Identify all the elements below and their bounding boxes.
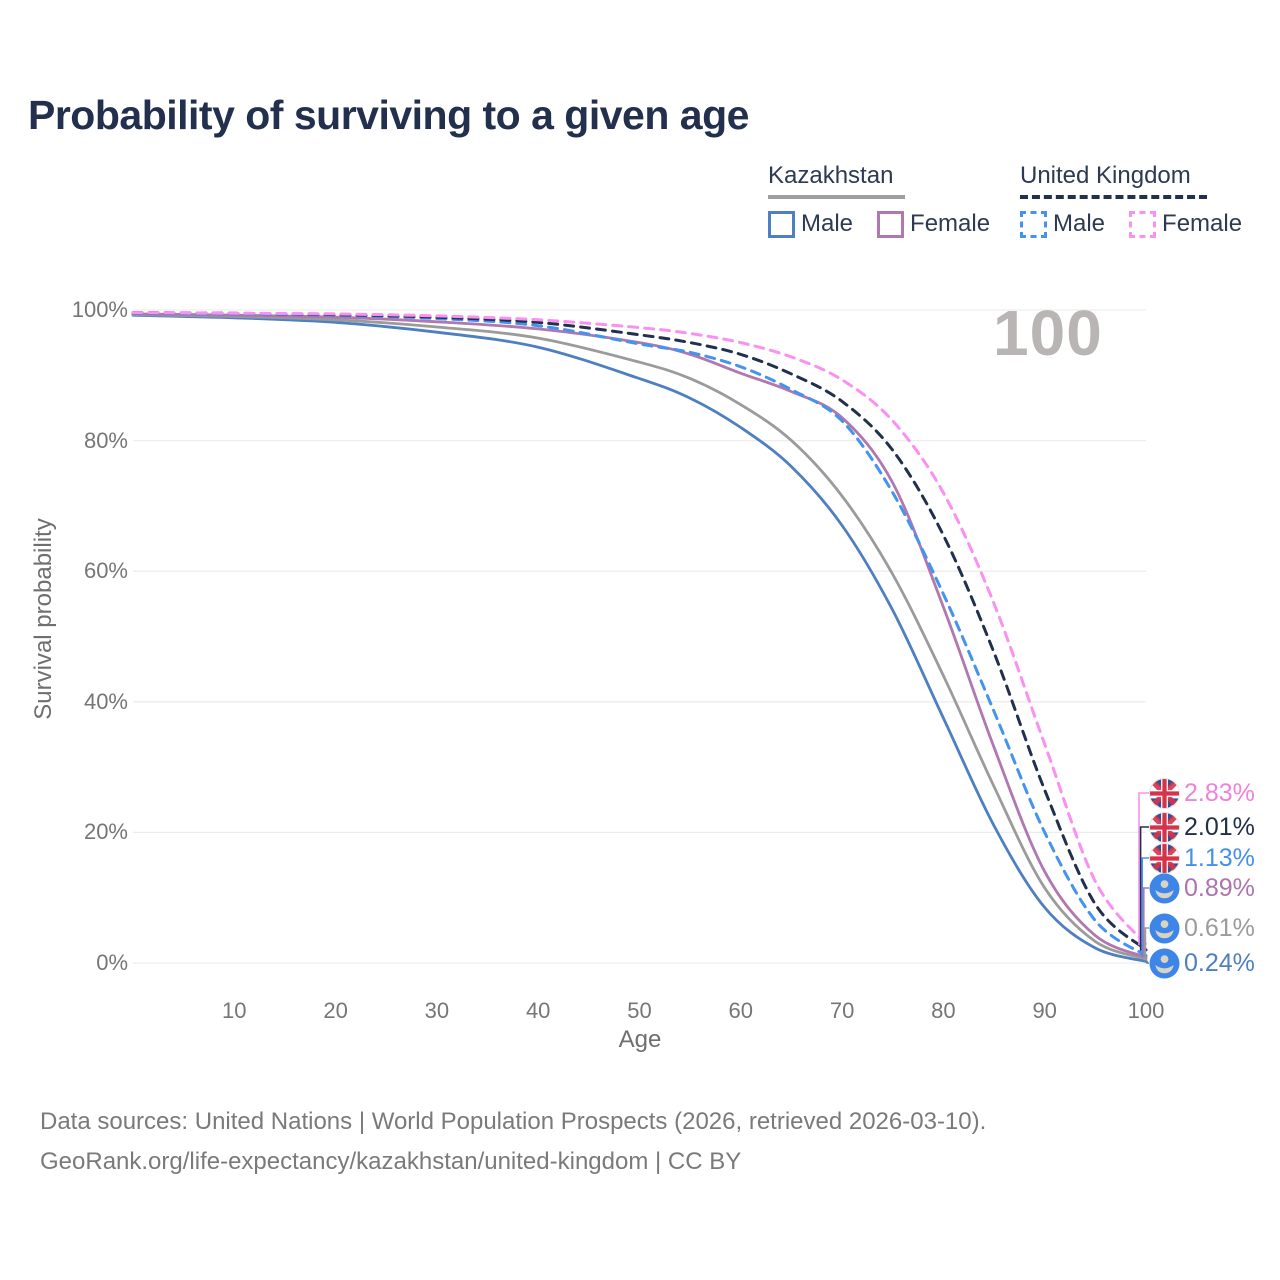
end-label-kz-male[interactable]: 0.24% <box>1149 947 1255 979</box>
legend-swatch-uk-male-icon[interactable] <box>1020 210 1047 238</box>
uk-flag-icon <box>1149 843 1180 874</box>
y-tick-label: 60% <box>83 558 128 584</box>
legend-header-kazakhstan[interactable]: Kazakhstan <box>768 162 894 189</box>
end-label-uk-female[interactable]: 2.83% <box>1149 777 1255 809</box>
y-tick-label: 100% <box>71 297 128 322</box>
end-label-connector <box>1144 927 1149 960</box>
page-title: Probability of surviving to a given age <box>28 92 749 138</box>
x-tick-label: 10 <box>222 998 247 1023</box>
uk-flag-icon <box>1149 812 1180 843</box>
legend-header-united-kingdom[interactable]: United Kingdom <box>1020 162 1191 189</box>
legend-underline-united-kingdom <box>1020 195 1207 199</box>
end-label-value: 1.13% <box>1184 843 1255 872</box>
end-label-connector <box>1146 960 1149 964</box>
end-label-value: 2.01% <box>1184 812 1255 841</box>
end-label-kz-total[interactable]: 0.61% <box>1149 912 1255 944</box>
legend-label-kz-male[interactable]: Male <box>801 210 854 237</box>
end-label-kz-female[interactable]: 0.89% <box>1149 872 1255 904</box>
series-line-united-kingdom-female[interactable] <box>131 311 1148 946</box>
age-watermark: 100 <box>993 297 1103 369</box>
kz-flag-icon <box>1149 947 1180 979</box>
y-tick-label: 20% <box>83 819 128 845</box>
legend-row-united-kingdom: Male Female <box>1020 210 1260 238</box>
end-label-uk-total[interactable]: 2.01% <box>1149 811 1255 843</box>
kz-flag-icon <box>1149 872 1180 904</box>
x-tick-label: 40 <box>525 998 551 1023</box>
legend-swatch-kz-male-icon[interactable] <box>768 210 795 238</box>
x-tick-label: 70 <box>829 998 855 1023</box>
x-tick-label: 20 <box>323 998 348 1023</box>
footer-attribution[interactable]: GeoRank.org/life-expectancy/kazakhstan/u… <box>40 1148 742 1175</box>
y-tick-label: 80% <box>83 427 128 453</box>
legend-row-kazakhstan: Male Female <box>768 210 1008 238</box>
survival-chart <box>131 309 1149 964</box>
end-label-value: 0.61% <box>1184 913 1255 942</box>
series-line-united-kingdom-total[interactable] <box>131 311 1148 952</box>
end-label-value: 2.83% <box>1184 778 1255 807</box>
legend-swatch-uk-female-icon[interactable] <box>1129 210 1157 238</box>
x-axis-title: Age <box>618 1026 662 1053</box>
y-tick-label: 0% <box>96 950 128 975</box>
x-tick-label: 100 <box>1127 998 1165 1023</box>
uk-flag-icon <box>1149 777 1180 809</box>
x-tick-label: 30 <box>424 998 450 1023</box>
series-line-kazakhstan-male[interactable] <box>131 313 1148 963</box>
end-label-uk-male[interactable]: 1.13% <box>1149 842 1255 874</box>
legend-label-uk-female[interactable]: Female <box>1162 210 1243 237</box>
legend-label-kz-female[interactable]: Female <box>910 210 991 237</box>
x-tick-label: 50 <box>627 998 652 1023</box>
legend-underline-kazakhstan <box>768 195 905 199</box>
y-tick-label: 40% <box>83 688 128 714</box>
legend-swatch-kz-female-icon[interactable] <box>877 210 905 238</box>
series-line-kazakhstan-total[interactable] <box>131 313 1148 961</box>
series-line-kazakhstan-female[interactable] <box>131 312 1148 959</box>
legend-label-uk-male[interactable]: Male <box>1053 210 1106 237</box>
x-tick-label: 90 <box>1032 998 1057 1023</box>
legend-group-united-kingdom: United Kingdom Male Female <box>1020 162 1260 238</box>
x-tick-label: 80 <box>931 998 956 1023</box>
kz-flag-icon <box>1149 912 1180 944</box>
series-line-united-kingdom-male[interactable] <box>131 311 1148 958</box>
end-label-value: 0.89% <box>1184 873 1255 902</box>
footer-data-sources: Data sources: United Nations | World Pop… <box>40 1108 987 1135</box>
end-label-value: 0.24% <box>1184 948 1255 977</box>
x-tick-label: 60 <box>728 998 754 1023</box>
legend-group-kazakhstan: Kazakhstan Male Female <box>768 162 1008 238</box>
